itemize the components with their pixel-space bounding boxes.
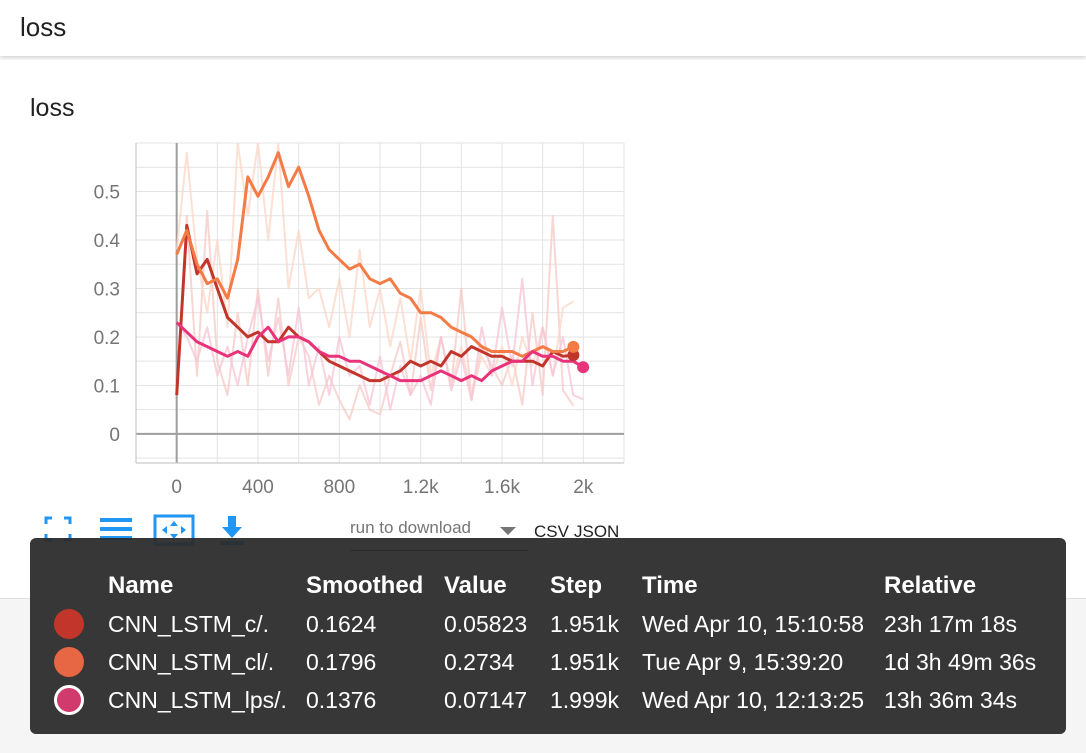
x-tick-label: 1.6k bbox=[484, 477, 520, 498]
row-smoothed: 0.1624 bbox=[306, 611, 377, 637]
row-step: 1.951k bbox=[550, 649, 620, 675]
header-time: Time bbox=[642, 572, 698, 599]
row-name: CNN_LSTM_lps/. bbox=[108, 687, 287, 713]
run-color-swatch bbox=[54, 609, 84, 639]
series-line bbox=[175, 151, 575, 358]
x-tick-label: 0 bbox=[171, 477, 182, 498]
row-name: CNN_LSTM_cl/. bbox=[108, 649, 275, 675]
row-time: Wed Apr 10, 15:10:58 bbox=[642, 611, 865, 637]
header-step: Step bbox=[550, 572, 603, 599]
run-color-swatch bbox=[54, 647, 84, 677]
header-name: Name bbox=[108, 572, 174, 599]
series-line bbox=[175, 223, 574, 396]
header-value: Value bbox=[444, 572, 507, 599]
row-time: Wed Apr 10, 12:13:25 bbox=[642, 687, 865, 713]
y-tick-label: 0.4 bbox=[94, 231, 121, 252]
series-endpoint-marker bbox=[567, 349, 580, 362]
row-relative: 23h 17m 18s bbox=[884, 611, 1017, 637]
x-tick-label: 1.2k bbox=[403, 477, 439, 498]
y-tick-label: 0 bbox=[109, 425, 120, 446]
row-value: 0.07147 bbox=[444, 687, 528, 713]
run-color-swatch bbox=[54, 685, 84, 715]
x-tick-label: 2k bbox=[573, 477, 594, 498]
row-relative: 13h 36m 34s bbox=[884, 687, 1017, 713]
json-link[interactable]: JSON bbox=[574, 522, 620, 541]
row-name: CNN_LSTM_c/. bbox=[108, 611, 270, 637]
run-select-label: run to download bbox=[350, 518, 471, 537]
header-relative: Relative bbox=[884, 572, 977, 599]
row-step: 1.999k bbox=[550, 687, 620, 713]
row-value: 0.2734 bbox=[444, 649, 515, 675]
row-smoothed: 0.1376 bbox=[306, 687, 377, 713]
y-tick-label: 0.2 bbox=[94, 328, 120, 349]
row-relative: 1d 3h 49m 36s bbox=[884, 649, 1037, 675]
y-tick-label: 0.3 bbox=[94, 279, 120, 300]
chart-title: loss bbox=[30, 94, 75, 122]
series-endpoint-marker bbox=[577, 361, 590, 374]
x-tick-label: 400 bbox=[242, 477, 274, 498]
row-step: 1.951k bbox=[550, 611, 620, 637]
row-value: 0.05823 bbox=[444, 611, 528, 637]
page-title: loss bbox=[20, 12, 67, 42]
tooltip-table: Name Smoothed Value Step Time Relative C… bbox=[30, 538, 1066, 734]
series-raw-line bbox=[175, 209, 575, 421]
header-smoothed: Smoothed bbox=[306, 572, 424, 599]
y-tick-label: 0.1 bbox=[94, 376, 120, 397]
series-line bbox=[175, 321, 584, 383]
series-endpoint-marker bbox=[567, 340, 580, 353]
x-tick-label: 800 bbox=[323, 477, 355, 498]
row-smoothed: 0.1796 bbox=[306, 649, 377, 675]
chevron-down-icon bbox=[500, 527, 516, 535]
loss-chart[interactable]: 0 0.1 0.2 0.3 0.4 0.5 0 400 800 1.2k 1.6k 2k bbox=[70, 135, 640, 510]
csv-link[interactable]: CSV bbox=[534, 522, 569, 541]
top-bar: loss bbox=[0, 0, 1086, 56]
row-time: Tue Apr 9, 15:39:20 bbox=[642, 649, 844, 675]
series-raw-line bbox=[175, 143, 574, 397]
y-tick-label: 0.5 bbox=[94, 182, 120, 203]
